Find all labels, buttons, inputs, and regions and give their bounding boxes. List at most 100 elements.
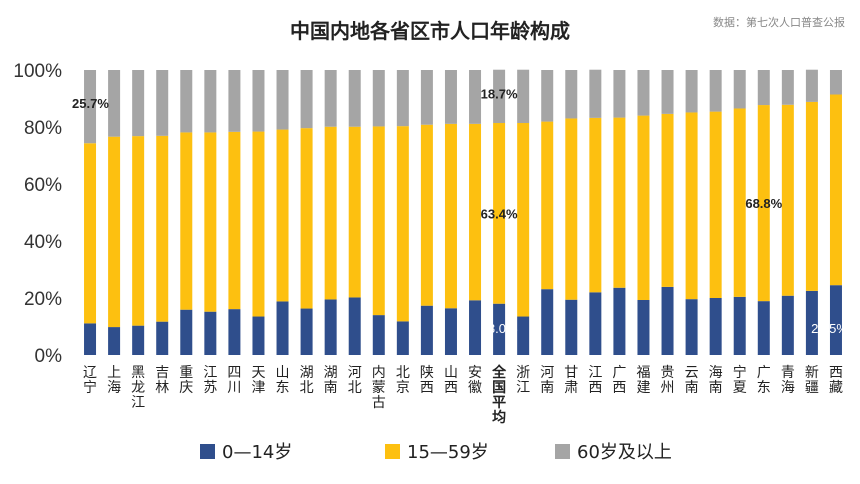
bar-segment — [709, 70, 722, 112]
bar-segment — [781, 70, 794, 105]
bar-segment — [252, 70, 265, 132]
bar-segment — [541, 121, 554, 290]
bar-segment — [372, 315, 385, 355]
legend-label: 60岁及以上 — [577, 442, 672, 463]
x-tick-label: 湖南 — [324, 365, 338, 396]
bar-segment — [300, 308, 313, 355]
x-axis: 辽宁上海黑龙江吉林重庆江苏四川天津山东湖北湖南河北内蒙古北京陕西山西安徽全国平均… — [83, 364, 843, 426]
x-tick-label: 安徽 — [468, 365, 482, 396]
y-tick-label: 40% — [24, 232, 62, 253]
bar-segment — [132, 136, 145, 326]
x-tick-label: 湖北 — [300, 365, 314, 396]
bar-segment — [420, 70, 433, 125]
bar-segment — [709, 111, 722, 298]
bar-segment — [469, 123, 482, 301]
bar-segment — [829, 94, 842, 286]
x-tick-label: 新疆 — [805, 365, 819, 396]
bar-segment — [661, 70, 674, 114]
bar-segment — [204, 70, 217, 133]
x-tick-label: 云南 — [685, 365, 699, 396]
bar-segment — [276, 301, 289, 355]
x-tick-label: 浙江 — [516, 365, 530, 396]
x-tick-label: 江西 — [588, 365, 602, 396]
x-tick-label: 西藏 — [829, 365, 843, 396]
y-tick-label: 60% — [24, 175, 62, 196]
bar-segment — [348, 126, 361, 298]
bar-segment — [228, 70, 241, 132]
data-label: 24.5% — [811, 321, 848, 336]
bar-segment — [733, 70, 746, 109]
bar-segment — [276, 70, 289, 130]
bar-segment — [757, 105, 770, 302]
bar-segment — [541, 289, 554, 355]
bar-segment — [84, 323, 97, 355]
bar-segment — [637, 70, 650, 116]
legend-swatch — [555, 444, 570, 459]
bar-segment — [228, 131, 241, 310]
x-tick-label: 甘肃 — [564, 365, 578, 396]
chart-source: 数据：第七次人口普查公报 — [713, 15, 845, 29]
bar-segment — [84, 143, 97, 324]
bar-segment — [132, 325, 145, 355]
y-tick-label: 100% — [13, 61, 62, 82]
bar-segment — [781, 104, 794, 296]
bar-segment — [517, 123, 530, 317]
x-tick-label: 辽宁 — [83, 365, 97, 396]
bar-segment — [637, 115, 650, 300]
bar-segment — [276, 129, 289, 302]
bar-segment — [396, 321, 409, 355]
bar-segment — [372, 126, 385, 316]
x-tick-label: 广东 — [757, 365, 771, 396]
bar-segment — [613, 117, 626, 288]
bar-segment — [493, 69, 506, 124]
legend-swatch — [385, 444, 400, 459]
bar-segment — [613, 287, 626, 355]
y-axis: 0% 20% 40% 60% 80% 100% — [13, 61, 62, 367]
x-tick-label: 四川 — [227, 365, 241, 396]
bar-segment — [565, 299, 578, 355]
bar-segment — [517, 316, 530, 355]
bar-segment — [444, 308, 457, 355]
x-tick-label: 河南 — [540, 365, 554, 396]
x-tick-label: 海南 — [709, 365, 723, 396]
bar-segment — [589, 69, 602, 118]
bar-segment — [108, 136, 121, 328]
x-tick-label: 陕西 — [420, 365, 434, 396]
bar-segment — [493, 123, 506, 304]
bar-segment — [180, 309, 193, 355]
bar-segment — [613, 70, 626, 118]
bar-segment — [685, 112, 698, 300]
bar-segment — [757, 70, 770, 106]
x-tick-label: 黑龙江 — [131, 365, 145, 411]
bar-segment — [348, 70, 361, 127]
x-tick-label: 内蒙古 — [372, 365, 386, 411]
x-tick-label: 北京 — [396, 365, 410, 396]
bar-segment — [733, 296, 746, 355]
bar-segment — [541, 70, 554, 122]
bar-segment — [108, 327, 121, 355]
bar-segment — [372, 70, 385, 127]
bar-segment — [156, 135, 169, 322]
bar-segment — [805, 290, 818, 355]
x-tick-label: 全国平均 — [491, 364, 507, 426]
bar-segment — [709, 298, 722, 355]
bar-segment — [396, 70, 409, 127]
y-tick-label: 0% — [35, 346, 63, 367]
x-tick-label: 福建 — [636, 365, 650, 396]
bar-segment — [300, 70, 313, 129]
bar-segment — [324, 70, 337, 127]
bar-segment — [324, 126, 337, 300]
bar-segment — [565, 118, 578, 300]
x-tick-label: 上海 — [107, 365, 121, 396]
bar-segment — [829, 285, 842, 355]
legend: 0—14岁 15—59岁 60岁及以上 — [200, 442, 672, 463]
bar-segment — [252, 316, 265, 355]
bar-segment — [661, 113, 674, 287]
chart-title: 中国内地各省区市人口年龄构成 — [290, 19, 570, 43]
x-tick-label: 山东 — [276, 365, 290, 396]
bar-segment — [637, 299, 650, 355]
bar-segment — [589, 292, 602, 355]
bar-segment — [132, 70, 145, 137]
bar-segment — [324, 299, 337, 355]
